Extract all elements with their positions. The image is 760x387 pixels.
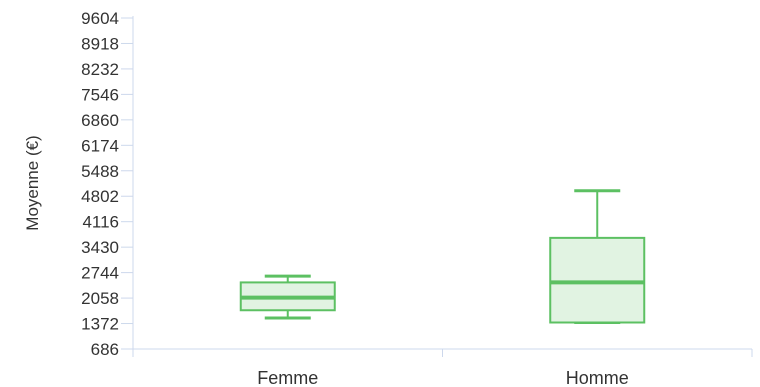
- y-tick-label: 6860: [81, 111, 119, 130]
- y-tick-label: 8232: [81, 60, 119, 79]
- y-tick-label: 6174: [81, 136, 119, 155]
- y-tick-label: 3430: [81, 238, 119, 257]
- y-tick-label: 4116: [82, 213, 119, 232]
- axes: [132, 16, 753, 357]
- y-tick-label: 2058: [81, 289, 119, 308]
- y-tick-label: 9604: [81, 9, 119, 28]
- box-femme: [239, 274, 336, 320]
- boxes: [239, 189, 646, 324]
- y-tick-label: 1372: [81, 315, 119, 334]
- y-tick-label: 8918: [81, 34, 119, 53]
- x-axis-labels: Femme Homme: [257, 368, 629, 387]
- x-tick-label: Femme: [257, 368, 318, 387]
- y-tick-label: 4802: [81, 187, 119, 206]
- iqr-box: [549, 236, 646, 324]
- y-tick-label: 5488: [81, 162, 119, 181]
- x-tick-label: Homme: [566, 368, 629, 387]
- y-axis-ticks: 686 1372 2058 2744 3430 4116 4802 5488 6174 6860 7…: [81, 9, 133, 359]
- box-homme: [549, 189, 646, 324]
- y-tick-label: 686: [91, 340, 119, 359]
- y-tick-label: 7546: [81, 85, 119, 104]
- y-axis-title: Moyenne (€): [23, 135, 42, 230]
- y-tick-label: 2744: [81, 264, 119, 283]
